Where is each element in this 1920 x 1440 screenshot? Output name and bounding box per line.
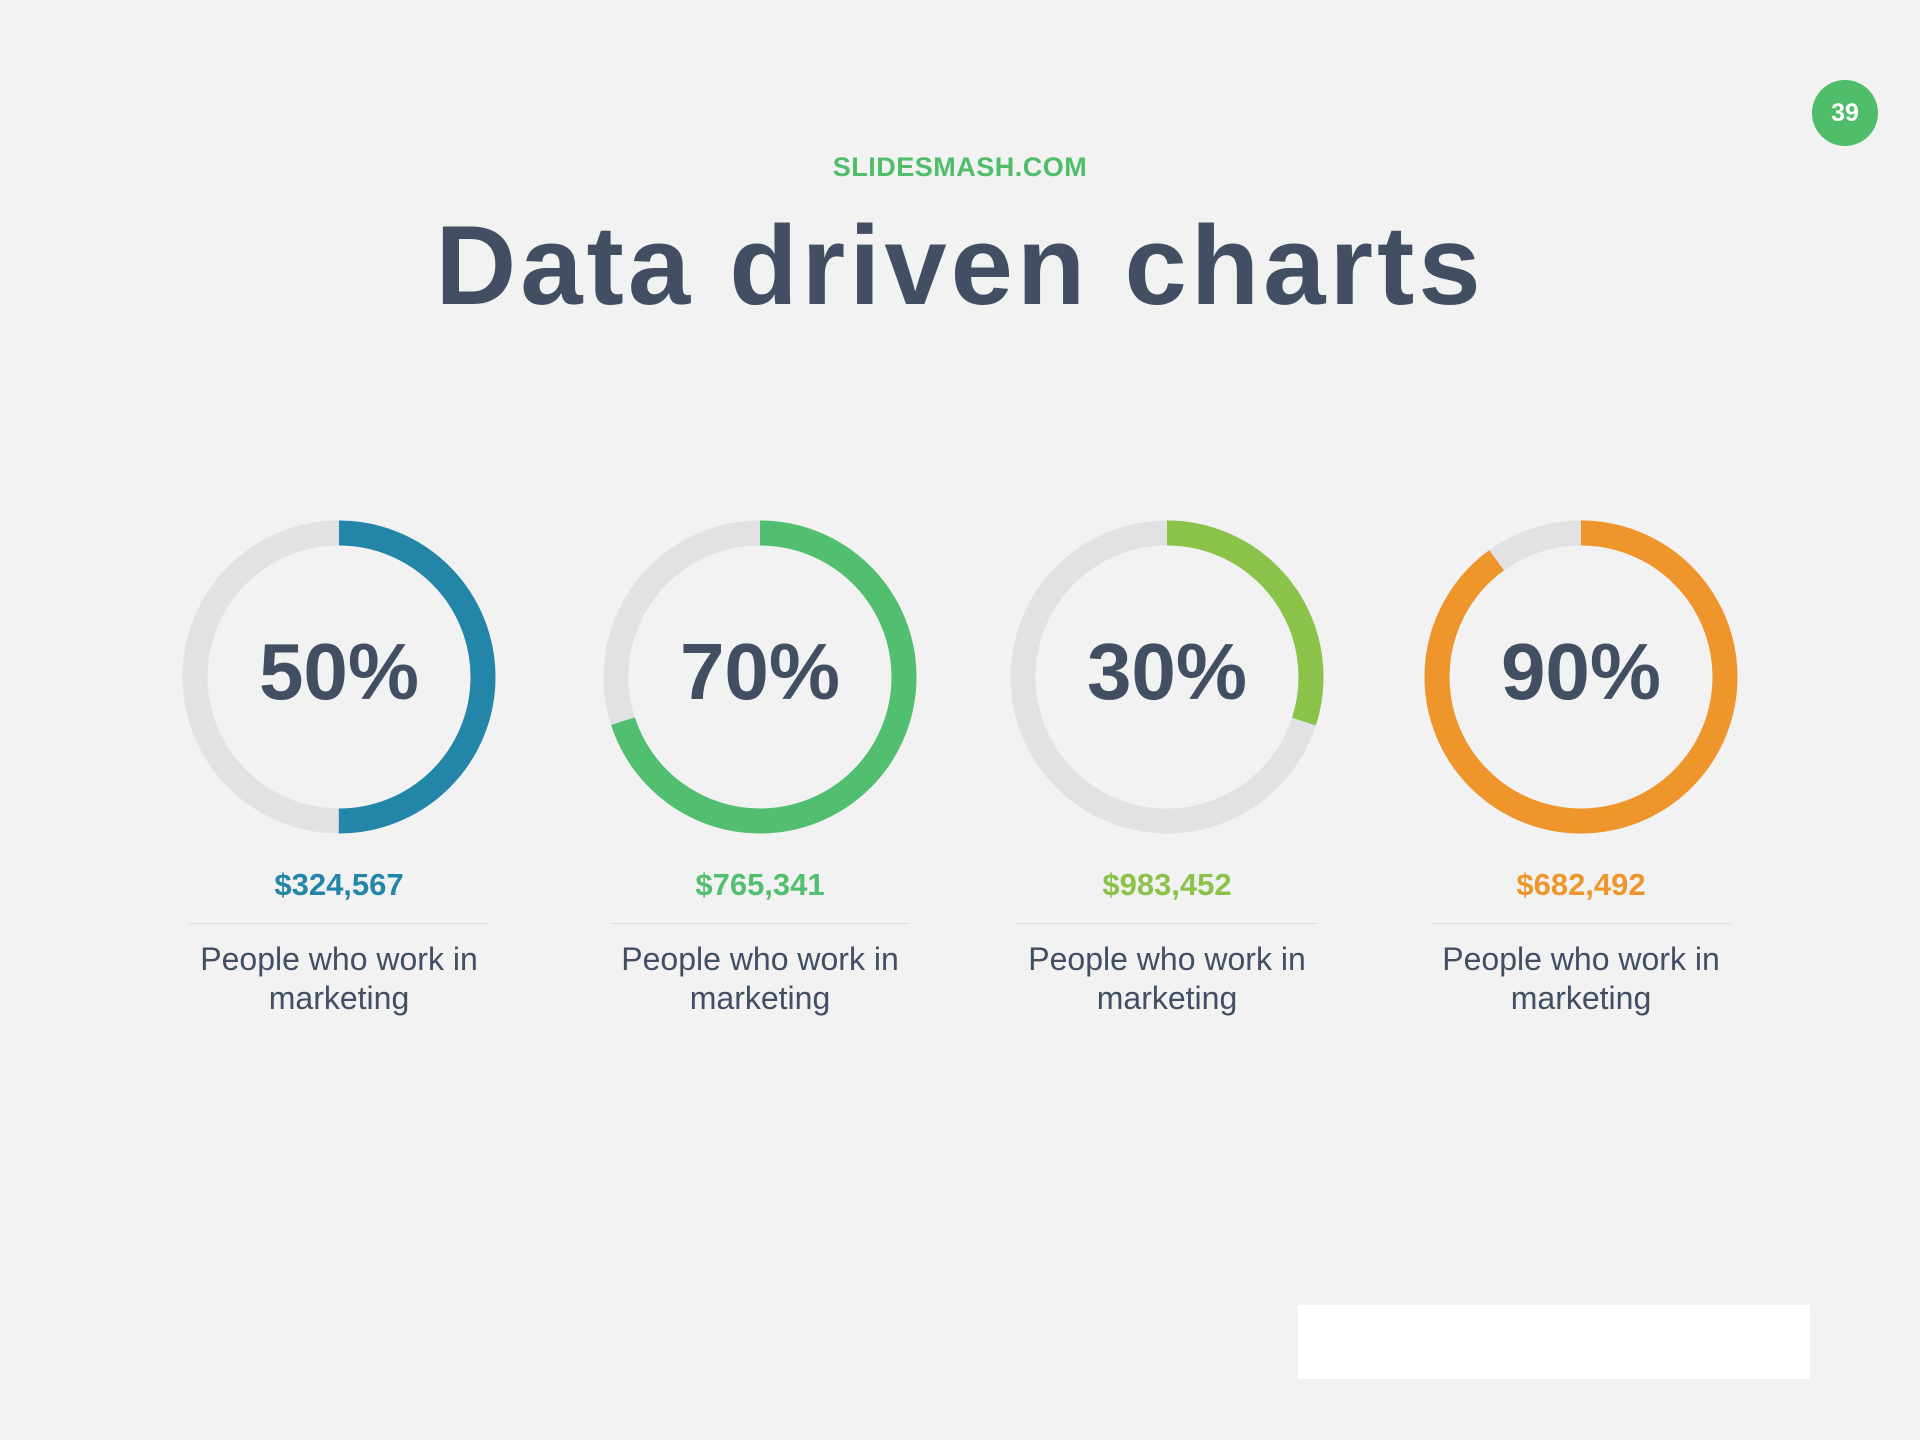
footer-box <box>1298 1305 1810 1379</box>
donut-arc-2 <box>1010 520 1324 834</box>
donut-arc-1 <box>603 520 917 834</box>
divider-3 <box>1431 923 1731 924</box>
donut-arc-0 <box>182 520 496 834</box>
donut-arc-3 <box>1424 520 1738 834</box>
brand-label: SLIDESMASH.COM <box>832 152 1088 182</box>
description-label-3: People who work in marketing <box>1442 941 1720 1016</box>
donut-percent-label-0: 50% <box>258 627 420 716</box>
amount-label-2: $983,452 <box>1102 867 1232 902</box>
amount-label-0: $324,567 <box>274 867 404 902</box>
donut-percent-label-3: 90% <box>1500 627 1662 716</box>
slide-title: Data driven charts <box>435 203 1485 328</box>
amount-label-1: $765,341 <box>695 867 825 902</box>
divider-2 <box>1017 923 1317 924</box>
donut-percent-label-2: 30% <box>1086 627 1248 716</box>
donut-percent-label-1: 70% <box>679 627 841 716</box>
divider-1 <box>610 923 910 924</box>
divider-0 <box>189 923 489 924</box>
description-label-1: People who work in marketing <box>621 941 899 1016</box>
amount-label-3: $682,492 <box>1516 867 1646 902</box>
description-label-2: People who work in marketing <box>1028 941 1306 1016</box>
description-label-0: People who work in marketing <box>200 941 478 1016</box>
page-number-badge: 39 <box>1812 80 1878 146</box>
